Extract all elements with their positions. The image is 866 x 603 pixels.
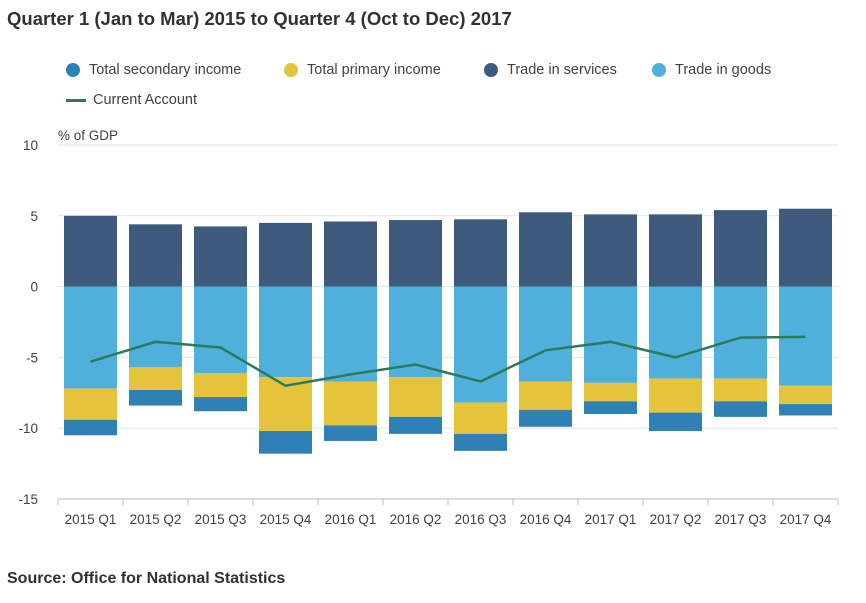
bar-trade-in-services	[649, 214, 702, 287]
chart-title: Quarter 1 (Jan to Mar) 2015 to Quarter 4…	[7, 8, 512, 29]
legend-item-secondary-income[interactable]: Total secondary income	[66, 62, 241, 78]
legend-label: Trade in goods	[675, 62, 772, 78]
bar-total-secondary-income	[454, 433, 507, 451]
x-tick-label: 2015 Q4	[260, 512, 312, 527]
y-tick-label: -10	[18, 421, 38, 436]
bar-trade-in-goods	[649, 286, 702, 379]
bar-total-primary-income	[714, 378, 767, 402]
bar-total-primary-income	[324, 381, 377, 426]
bar-total-primary-income	[64, 388, 117, 420]
y-axis-label: % of GDP	[58, 128, 118, 143]
x-tick-label: 2017 Q3	[715, 512, 767, 527]
bar-trade-in-services	[324, 221, 377, 287]
bar-total-secondary-income	[519, 409, 572, 427]
y-tick-label: -5	[26, 350, 38, 365]
bar-trade-in-services	[584, 214, 637, 287]
x-tick-label: 2015 Q2	[130, 512, 182, 527]
legend-item-trade-services[interactable]: Trade in services	[484, 62, 617, 78]
bar-trade-in-services	[389, 220, 442, 287]
bar-trade-in-goods	[129, 286, 182, 368]
bar-total-primary-income	[454, 402, 507, 434]
bar-total-secondary-income	[714, 401, 767, 417]
legend-swatch	[66, 98, 86, 102]
bar-trade-in-goods	[454, 286, 507, 403]
bar-trade-in-services	[714, 210, 767, 287]
bar-total-secondary-income	[389, 416, 442, 434]
legend-item-trade-goods[interactable]: Trade in goods	[652, 62, 771, 78]
legend-swatch	[484, 63, 498, 77]
y-tick-label: -15	[18, 492, 38, 507]
bar-total-primary-income	[649, 378, 702, 413]
bar-total-secondary-income	[324, 425, 377, 441]
bar-trade-in-goods	[194, 286, 247, 373]
bar-trade-in-goods	[259, 286, 312, 378]
legend-label: Trade in services	[507, 62, 617, 78]
bar-total-secondary-income	[64, 419, 117, 436]
bar-trade-in-goods	[64, 286, 117, 389]
bar-total-primary-income	[129, 367, 182, 390]
x-tick-label: 2017 Q1	[585, 512, 637, 527]
x-tick-label: 2015 Q3	[195, 512, 247, 527]
bar-trade-in-goods	[519, 286, 572, 382]
bar-total-secondary-income	[649, 412, 702, 432]
legend-swatch	[652, 63, 666, 77]
bar-trade-in-services	[129, 224, 182, 287]
bar-total-secondary-income	[129, 389, 182, 406]
x-tick-label: 2017 Q4	[780, 512, 832, 527]
legend-item-primary-income[interactable]: Total primary income	[284, 62, 441, 78]
bar-trade-in-goods	[714, 286, 767, 379]
x-tick-label: 2016 Q4	[520, 512, 572, 527]
bar-total-secondary-income	[259, 431, 312, 454]
bar-total-primary-income	[519, 381, 572, 410]
x-tick-label: 2015 Q1	[65, 512, 117, 527]
bar-trade-in-goods	[389, 286, 442, 378]
legend-swatch	[284, 63, 298, 77]
source-note: Source: Office for National Statistics	[7, 570, 286, 587]
bar-total-primary-income	[584, 382, 637, 402]
x-tick-label: 2016 Q3	[455, 512, 507, 527]
bar-trade-in-services	[64, 215, 117, 287]
bar-total-secondary-income	[194, 397, 247, 412]
bar-trade-in-services	[454, 219, 507, 287]
y-tick-label: 10	[23, 138, 38, 153]
bar-total-primary-income	[389, 377, 442, 417]
bar-total-primary-income	[194, 372, 247, 398]
x-tick-label: 2016 Q1	[325, 512, 377, 527]
bar-total-secondary-income	[584, 401, 637, 415]
legend-label: Current Account	[93, 92, 197, 108]
bar-trade-in-services	[779, 208, 832, 287]
x-tick-label: 2016 Q2	[390, 512, 442, 527]
bar-trade-in-services	[194, 226, 247, 287]
bar-total-secondary-income	[779, 404, 832, 416]
y-tick-label: 0	[30, 280, 38, 295]
legend-swatch	[66, 63, 80, 77]
legend-label: Total primary income	[307, 62, 441, 78]
bar-trade-in-goods	[324, 286, 377, 382]
x-tick-label: 2017 Q2	[650, 512, 702, 527]
current-account-line	[90, 335, 806, 388]
bar-trade-in-services	[519, 212, 572, 287]
legend-label: Total secondary income	[89, 62, 242, 78]
y-tick-label: 5	[30, 209, 38, 224]
bar-trade-in-services	[259, 222, 312, 287]
bar-trade-in-goods	[584, 286, 637, 383]
legend-item-current-account[interactable]: Current Account	[66, 92, 197, 108]
bar-total-primary-income	[779, 385, 832, 405]
